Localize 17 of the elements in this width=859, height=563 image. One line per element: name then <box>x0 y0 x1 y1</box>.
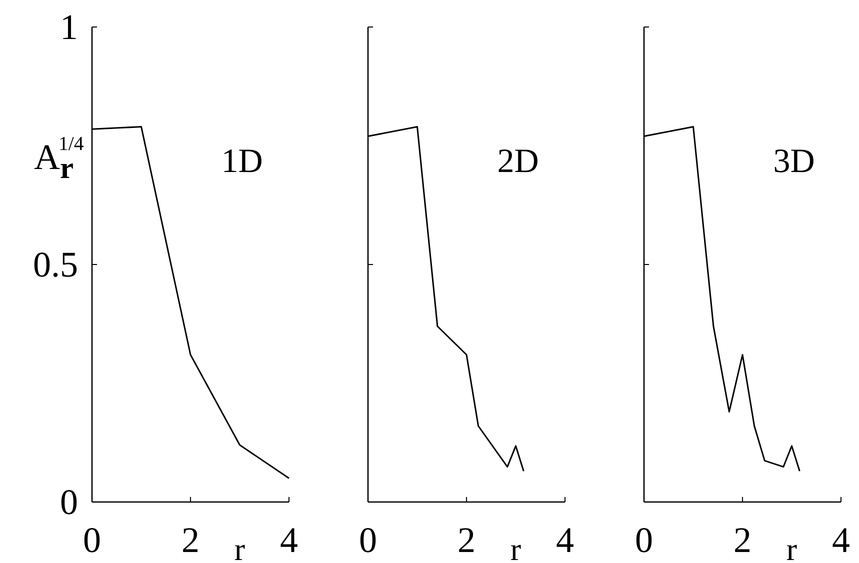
annotation: 3D <box>773 143 815 180</box>
x-tick-label: 4 <box>832 520 850 560</box>
x-axis-title: r <box>234 531 246 563</box>
x-tick-label: 4 <box>556 520 574 560</box>
y-tick-label: 0.5 <box>33 244 78 284</box>
x-tick-label: 2 <box>182 520 200 560</box>
x-tick-label: 4 <box>280 520 298 560</box>
x-axis-title: r <box>510 531 522 563</box>
x-tick-label: 2 <box>458 520 476 560</box>
y-tick-label: 1 <box>60 7 78 47</box>
x-tick-label: 0 <box>359 520 377 560</box>
x-tick-label: 2 <box>734 520 752 560</box>
x-axis-title: r <box>786 531 798 563</box>
y-tick-label: 0 <box>60 482 78 522</box>
annotation: 2D <box>497 143 539 180</box>
x-tick-label: 0 <box>635 520 653 560</box>
annotation: 1D <box>221 143 263 180</box>
